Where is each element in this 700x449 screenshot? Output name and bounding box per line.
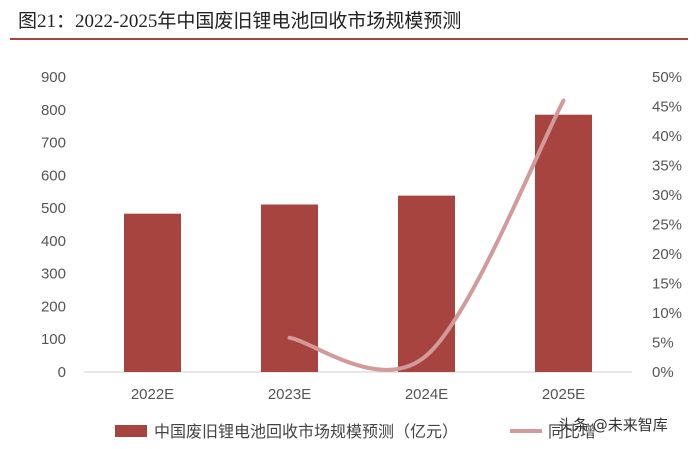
right-tick-label: 50% [652, 69, 682, 86]
left-tick-label: 700 [41, 135, 66, 152]
left-tick-label: 400 [41, 233, 66, 250]
x-tick-label: 2025E [542, 386, 585, 403]
left-tick-label: 800 [41, 102, 66, 119]
right-tick-label: 45% [652, 99, 682, 116]
x-tick-label: 2023E [268, 386, 311, 403]
right-axis-ticks: 0% 5% 10% 15% 20% 25% 30% 35% 40% 45% 50% [652, 69, 682, 381]
right-tick-label: 30% [652, 187, 682, 204]
right-tick-label: 25% [652, 217, 682, 234]
watermark-text: 头条 @未来智库 [558, 416, 668, 434]
left-tick-label: 900 [41, 69, 66, 86]
watermark: 头条 @未来智库 [558, 416, 668, 434]
legend-label-line: 同比增 [548, 423, 596, 441]
left-tick-label: 300 [41, 266, 66, 283]
right-tick-label: 20% [652, 246, 682, 263]
legend-swatch-bar [115, 425, 147, 437]
left-tick-label: 600 [41, 167, 66, 184]
right-tick-label: 15% [652, 276, 682, 293]
right-tick-label: 35% [652, 158, 682, 175]
bar-2025E [535, 114, 592, 372]
x-tick-label: 2024E [405, 386, 448, 403]
title-underline [10, 38, 688, 40]
bar-2024E [398, 195, 455, 372]
right-tick-label: 40% [652, 128, 682, 145]
left-tick-label: 500 [41, 200, 66, 217]
x-tick-label: 2022E [131, 386, 174, 403]
left-tick-label: 100 [41, 331, 66, 348]
bar-2022E [124, 213, 181, 372]
growth-line-series [287, 98, 566, 372]
bar-series [124, 114, 592, 372]
left-tick-label: 0 [58, 364, 66, 381]
right-tick-label: 0% [652, 364, 674, 381]
left-axis-ticks: 0 100 200 300 400 500 600 700 800 900 [41, 69, 66, 381]
legend-label-bar: 中国废旧锂电池回收市场规模预测（亿元） [154, 423, 458, 441]
right-tick-label: 10% [652, 305, 682, 322]
left-tick-label: 200 [41, 298, 66, 315]
legend: 中国废旧锂电池回收市场规模预测（亿元） 同比增 [115, 423, 596, 441]
x-axis-labels: 2022E 2023E 2024E 2025E [131, 386, 585, 403]
chart-title: 图21：2022-2025年中国废旧锂电池回收市场规模预测 [18, 11, 462, 32]
right-tick-label: 5% [652, 335, 674, 352]
